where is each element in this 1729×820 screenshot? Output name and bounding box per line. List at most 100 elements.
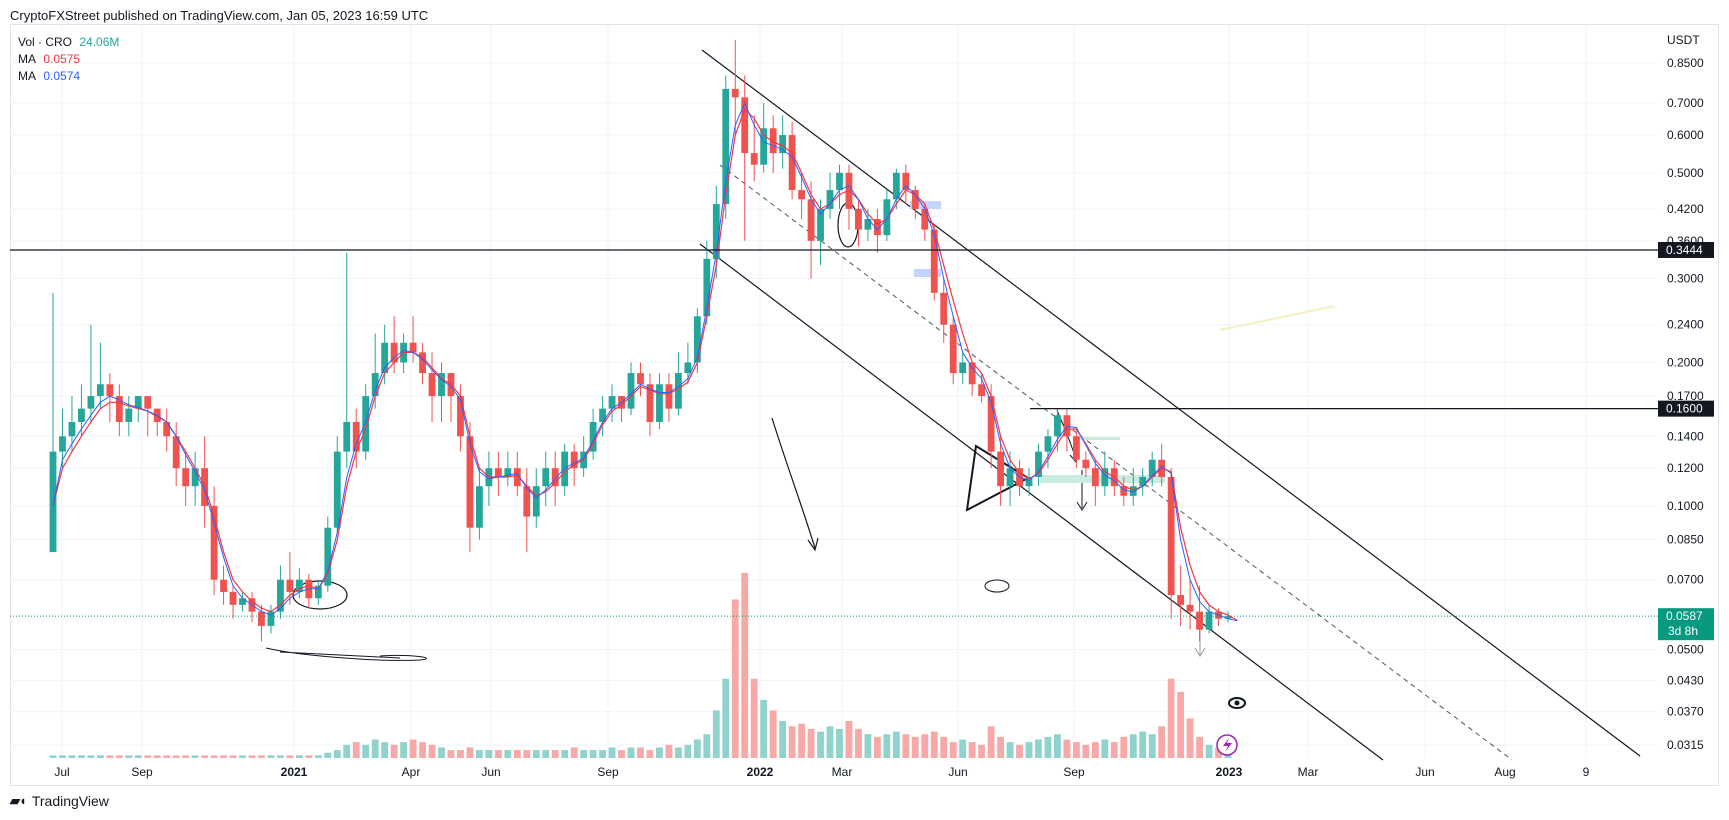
time-tick-label: 2022: [747, 765, 774, 779]
lightning-icon[interactable]: [1216, 734, 1238, 756]
candle-body: [817, 208, 824, 241]
volume-bar: [1072, 742, 1080, 758]
price-tick-label: 0.3600: [1667, 234, 1704, 248]
footer-brand: TradingView: [31, 793, 109, 809]
volume-bar: [466, 747, 474, 758]
volume-bar: [352, 742, 360, 758]
volume-bar: [1148, 734, 1156, 758]
volume-bar: [248, 755, 256, 758]
grid-lines: [10, 25, 1658, 758]
candle-body: [1129, 486, 1137, 496]
candle-body: [741, 97, 749, 154]
time-tick-label: Aug: [1494, 765, 1515, 779]
volume-bar: [1215, 747, 1222, 758]
volume-bar: [1006, 742, 1014, 758]
candle-body: [134, 396, 142, 409]
candle-body: [883, 199, 891, 236]
handdrawn-circle-2021: [292, 580, 348, 610]
price-tick-label: 0.2400: [1667, 318, 1704, 332]
time-axis[interactable]: Jul Sep 2021 Apr Jun Sep 2022 Mar Jun Sep 2023 Mar J…: [54, 765, 1589, 779]
candle-body: [68, 422, 76, 437]
volume-bar: [201, 755, 209, 758]
candle-body: [333, 451, 341, 528]
price-axis[interactable]: 0.8500 0.7000 0.6000 0.5000 0.4200 0.3600 0.30…: [1667, 56, 1704, 752]
candle-body: [295, 579, 303, 592]
volume-bar: [864, 734, 872, 758]
price-tick-label: 0.0850: [1667, 533, 1704, 547]
volume-bar: [968, 742, 976, 758]
chart-frame[interactable]: [10, 24, 1719, 786]
volume-bar: [855, 728, 862, 758]
candle-body: [513, 468, 521, 487]
volume-bar: [125, 755, 133, 758]
candle-body: [1148, 459, 1156, 477]
volume-bar: [731, 599, 739, 758]
volume-bar: [381, 742, 389, 758]
candle-body: [457, 396, 464, 437]
price-tick-label: 0.0430: [1667, 674, 1704, 688]
volume-bar: [817, 731, 824, 758]
candle-body: [542, 468, 550, 487]
volume-bar: [400, 742, 408, 758]
volume-bar: [504, 750, 512, 758]
legend-ma-red[interactable]: MA 0.0575: [18, 51, 123, 68]
legend-volume[interactable]: Vol · CRO 24.06M: [18, 34, 123, 51]
volume-bar: [1110, 742, 1118, 758]
legend-ma-blue[interactable]: MA 0.0574: [18, 68, 123, 85]
volume-bar: [409, 739, 417, 758]
candle-body: [551, 468, 559, 487]
volume-bar: [779, 721, 787, 758]
volume-bar: [172, 755, 180, 758]
candle-body: [172, 436, 180, 469]
price-tick-label: 0.1000: [1667, 499, 1704, 513]
candle-body: [788, 135, 796, 191]
candle-body: [352, 422, 360, 452]
volume-bar: [324, 752, 332, 758]
candle-body: [1091, 468, 1099, 487]
volume-bar: [892, 731, 900, 758]
candle-body: [239, 598, 246, 605]
price-tick-label: 0.0700: [1667, 573, 1704, 587]
volume-bar: [267, 755, 275, 758]
candle-body: [1224, 616, 1232, 619]
candle-body: [267, 611, 275, 626]
candle-body: [390, 342, 398, 363]
volume-bar: [1016, 744, 1023, 758]
candle-body: [722, 88, 730, 205]
price-chart[interactable]: 0.3444 0.1600 0.8500 0.7000 0.6000 0.5000 0.4…: [0, 0, 1729, 790]
candle-body: [210, 505, 218, 580]
price-tick-label: 0.1200: [1667, 461, 1704, 475]
volume-bar: [1139, 731, 1147, 758]
volume-bar: [997, 736, 1004, 758]
candle-body: [277, 579, 284, 612]
volume-bar: [134, 755, 142, 758]
time-tick-label: Apr: [402, 765, 421, 779]
time-tick-label: 2023: [1216, 765, 1243, 779]
volume-bar: [532, 750, 540, 758]
eye-icon[interactable]: [1228, 697, 1246, 709]
candle-body: [106, 384, 114, 397]
highlight-box-2: [914, 269, 941, 277]
candle-body: [1101, 468, 1109, 487]
volume-bar: [229, 755, 237, 758]
volume-bar: [769, 710, 777, 758]
candle-body: [911, 190, 919, 209]
level-tag: [1658, 400, 1714, 417]
volume-bar: [1054, 734, 1061, 758]
candle-body: [855, 208, 862, 230]
volume-bar: [371, 739, 379, 758]
price-tick-label: 0.4200: [1667, 202, 1704, 216]
candle-body: [1072, 436, 1080, 460]
footer[interactable]: ▰◖ TradingView: [10, 793, 109, 809]
volume-bar: [523, 750, 531, 758]
volume-bar: [1035, 739, 1042, 758]
volume-bar: [87, 755, 95, 758]
candle-body: [1167, 476, 1175, 596]
candle-body: [59, 436, 66, 452]
volume-bar: [1044, 736, 1052, 758]
candle-body: [949, 324, 957, 374]
volume-bar: [940, 736, 948, 758]
candle-body: [959, 362, 967, 374]
candle-body: [864, 219, 872, 230]
candle-body: [428, 373, 436, 397]
